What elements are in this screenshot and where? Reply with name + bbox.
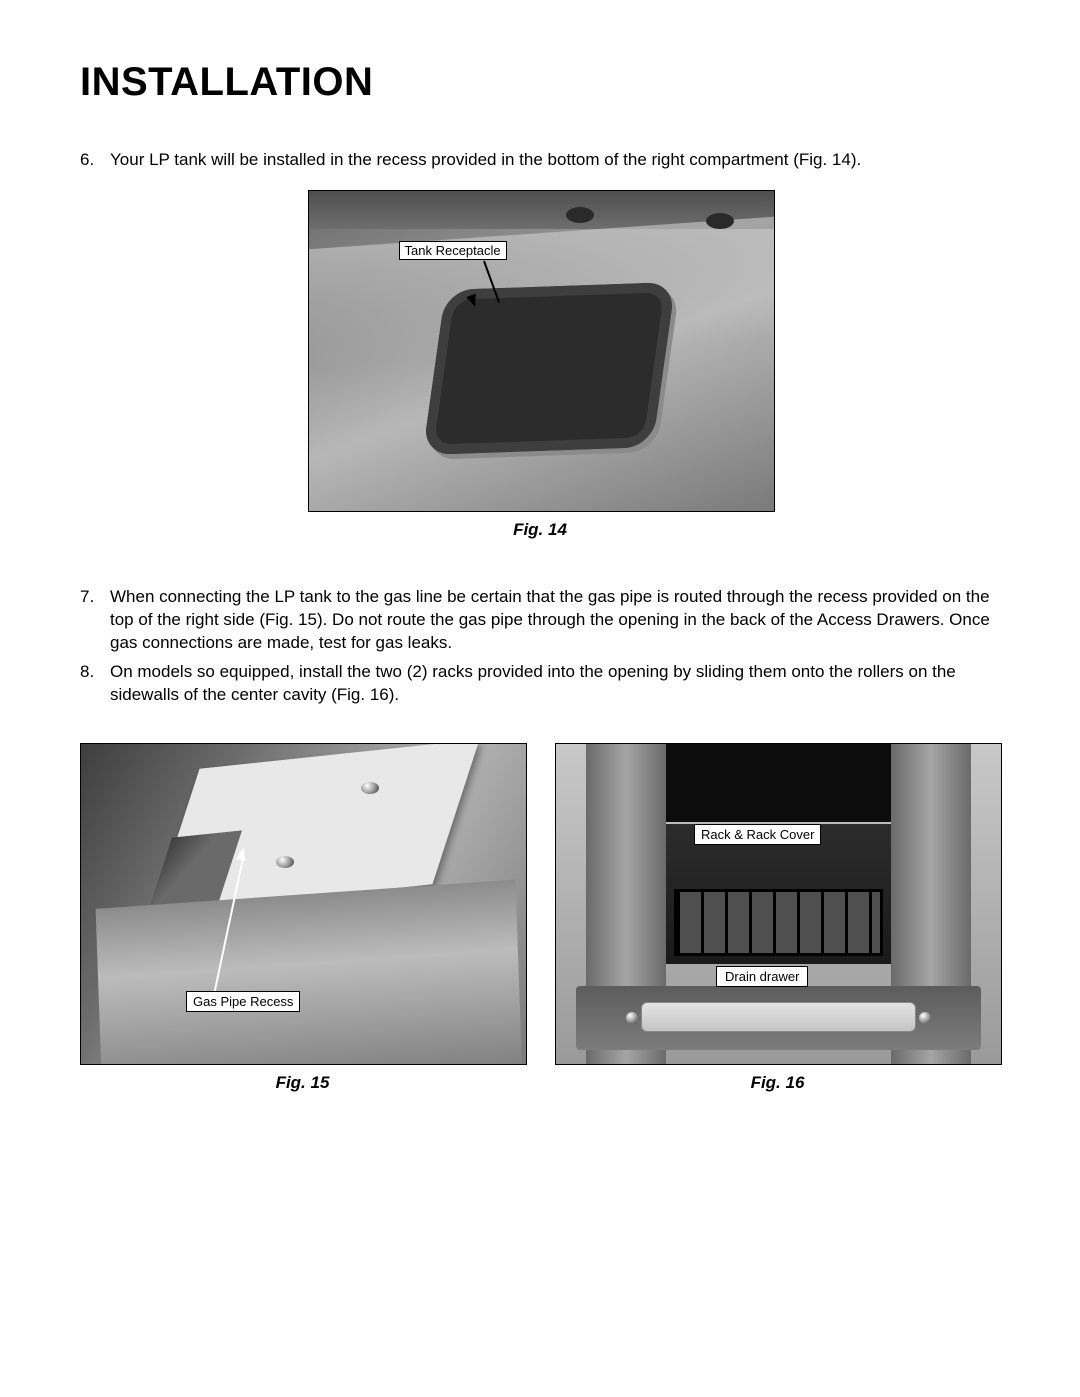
figure-15-block: Gas Pipe Recess Fig. 15	[80, 743, 525, 1093]
step-list-2: 7. When connecting the LP tank to the ga…	[80, 586, 1000, 707]
figure-14-image: Tank Receptacle	[308, 190, 775, 512]
page: INSTALLATION 6. Your LP tank will be ins…	[0, 0, 1080, 1397]
section-title: INSTALLATION	[80, 60, 1000, 105]
step-number: 6.	[80, 149, 110, 172]
figure-14-block: Tank Receptacle Fig. 14	[80, 190, 1000, 540]
step-text: When connecting the LP tank to the gas l…	[110, 586, 1000, 655]
figure-15-label: Gas Pipe Recess	[186, 991, 300, 1012]
step-6: 6. Your LP tank will be installed in the…	[80, 149, 1000, 172]
step-number: 8.	[80, 661, 110, 707]
figure-16-label-mid: Drain drawer	[716, 966, 808, 987]
figure-14-caption: Fig. 14	[308, 520, 773, 540]
figure-16-label-top: Rack & Rack Cover	[694, 824, 821, 845]
step-text: Your LP tank will be installed in the re…	[110, 149, 1000, 172]
figure-row: Gas Pipe Recess Fig. 15 Rack & Rack Cove…	[80, 743, 1000, 1093]
step-7: 7. When connecting the LP tank to the ga…	[80, 586, 1000, 655]
figure-15-caption: Fig. 15	[80, 1073, 525, 1093]
figure-14-label: Tank Receptacle	[399, 241, 507, 260]
step-text: On models so equipped, install the two (…	[110, 661, 1000, 707]
figure-15-image: Gas Pipe Recess	[80, 743, 527, 1065]
figure-16-caption: Fig. 16	[555, 1073, 1000, 1093]
figure-16-block: Rack & Rack Cover Drain drawer Fig. 16	[555, 743, 1000, 1093]
step-number: 7.	[80, 586, 110, 655]
step-list: 6. Your LP tank will be installed in the…	[80, 149, 1000, 172]
step-8: 8. On models so equipped, install the tw…	[80, 661, 1000, 707]
figure-16-image: Rack & Rack Cover Drain drawer	[555, 743, 1002, 1065]
